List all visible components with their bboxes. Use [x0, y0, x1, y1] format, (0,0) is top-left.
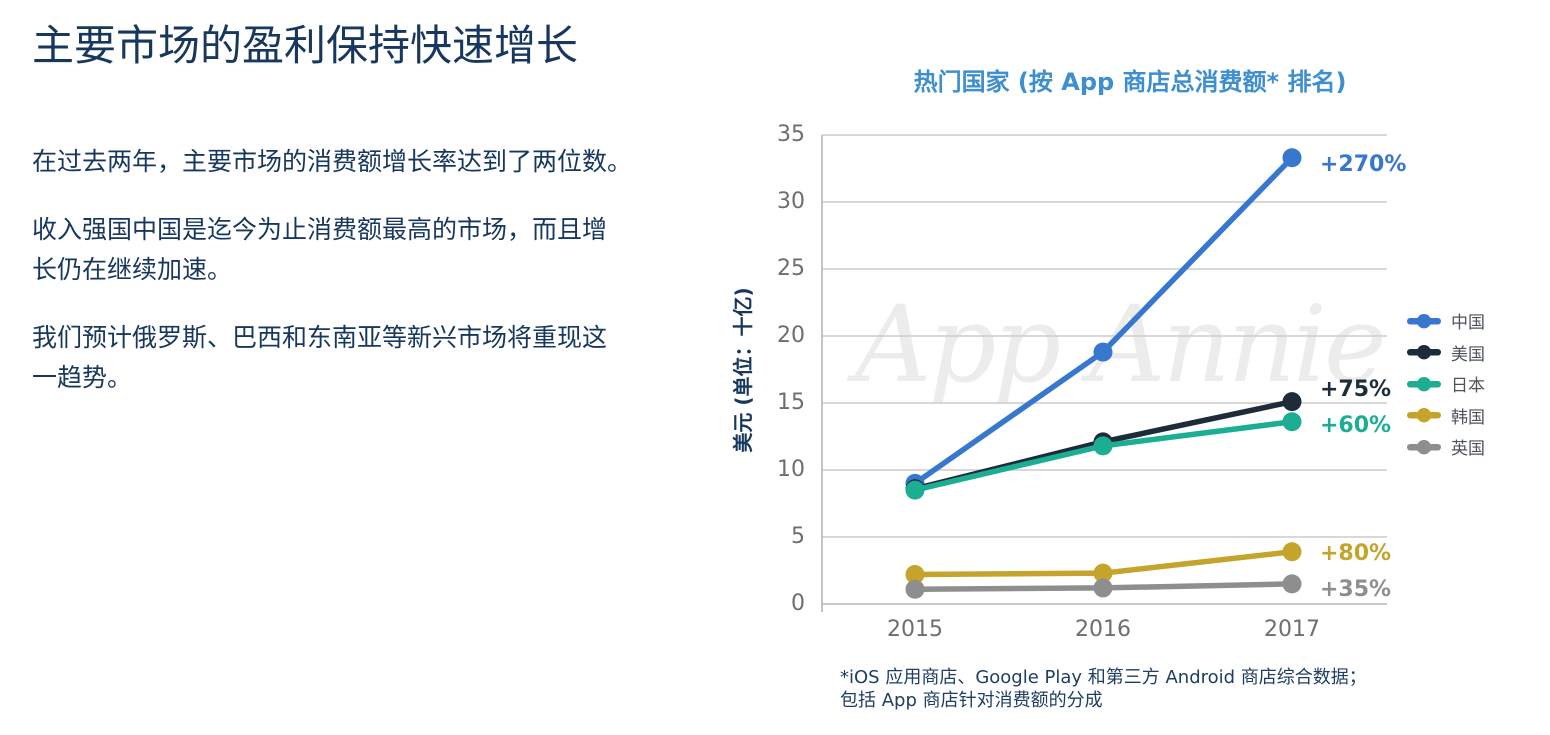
y-tick-label-5: 5	[791, 524, 805, 549]
legend-label: 英国	[1451, 439, 1485, 460]
data-point-日本-2017	[1282, 412, 1302, 432]
data-point-英国-2017	[1282, 574, 1302, 594]
watermark: App Annie	[855, 283, 1387, 406]
growth-label-英国: +35%	[1320, 576, 1392, 602]
data-point-韩国-2015	[905, 565, 925, 585]
legend-item-中国: 中国	[1406, 305, 1485, 337]
legend-item-日本: 日本	[1406, 368, 1485, 400]
legend-marker-icon	[1407, 408, 1441, 423]
x-tick-label-2015: 2015	[887, 617, 943, 642]
legend-marker-icon	[1407, 345, 1441, 360]
legend-label: 韩国	[1451, 407, 1485, 428]
legend-marker-icon	[1407, 376, 1441, 392]
chart-legend: 中国美国日本韩国英国	[1406, 305, 1485, 463]
data-point-日本-2016	[1093, 436, 1113, 456]
paragraph-2: 收入强国中国是迄今为止消费额最高的市场，而且增长仍在继续加速。	[32, 215, 608, 285]
y-axis-label: 美元 (单位：十亿)	[731, 287, 755, 453]
legend-marker-icon	[1407, 313, 1441, 329]
y-tick-label-10: 10	[777, 457, 805, 482]
y-tick-label-35: 35	[777, 122, 805, 147]
footnote-line-2: 包括 App 商店针对消费额的分成	[840, 690, 1103, 711]
legend-item-英国: 英国	[1406, 431, 1485, 463]
series-line-日本	[912, 419, 1295, 493]
growth-label-中国: +270%	[1320, 151, 1407, 177]
data-point-韩国-2017	[1282, 542, 1302, 562]
data-point-日本-2015	[905, 480, 925, 500]
body-copy: 在过去两年，主要市场的消费额增长率达到了两位数。 收入强国中国是迄今为止消费额最…	[32, 142, 672, 398]
data-point-中国-2016	[1093, 342, 1113, 362]
data-point-中国-2017	[1282, 148, 1302, 168]
legend-label: 中国	[1451, 313, 1485, 334]
growth-label-美国: +75%	[1320, 376, 1392, 402]
growth-label-日本: +60%	[1320, 412, 1392, 438]
data-point-英国-2016	[1093, 578, 1113, 598]
page-title: 主要市场的盈利保持快速增长	[32, 21, 579, 70]
text-panel: 主要市场的盈利保持快速增长 在过去两年，主要市场的消费额增长率达到了两位数。 收…	[32, 21, 672, 426]
x-tick-label-2016: 2016	[1075, 617, 1131, 642]
chart-footnote: *iOS 应用商店、Google Play 和第三方 Android 商店综合数…	[840, 666, 1367, 712]
paragraph-1: 在过去两年，主要市场的消费额增长率达到了两位数。	[32, 147, 633, 177]
legend-item-韩国: 韩国	[1406, 400, 1485, 432]
data-point-美国-2017	[1282, 392, 1302, 412]
chart-title: 热门国家 (按 App 商店总消费额* 排名)	[913, 68, 1347, 96]
footnote-line-1: *iOS 应用商店、Google Play 和第三方 Android 商店综合数…	[840, 667, 1367, 688]
y-tick-label-30: 30	[777, 189, 805, 214]
paragraph-3: 我们预计俄罗斯、巴西和东南亚等新兴市场将重现这一趋势。	[32, 323, 608, 393]
legend-label: 日本	[1451, 376, 1485, 397]
data-point-韩国-2016	[1093, 563, 1113, 583]
legend-item-美国: 美国	[1406, 337, 1485, 369]
y-tick-label-25: 25	[777, 256, 805, 281]
growth-label-韩国: +80%	[1320, 540, 1392, 566]
x-tick-label-2017: 2017	[1264, 617, 1320, 642]
legend-marker-icon	[1407, 439, 1441, 455]
y-tick-label-20: 20	[777, 323, 805, 348]
y-tick-label-15: 15	[777, 390, 805, 415]
data-point-英国-2015	[905, 579, 925, 599]
y-tick-label-0: 0	[791, 591, 805, 616]
legend-label: 美国	[1451, 344, 1485, 365]
